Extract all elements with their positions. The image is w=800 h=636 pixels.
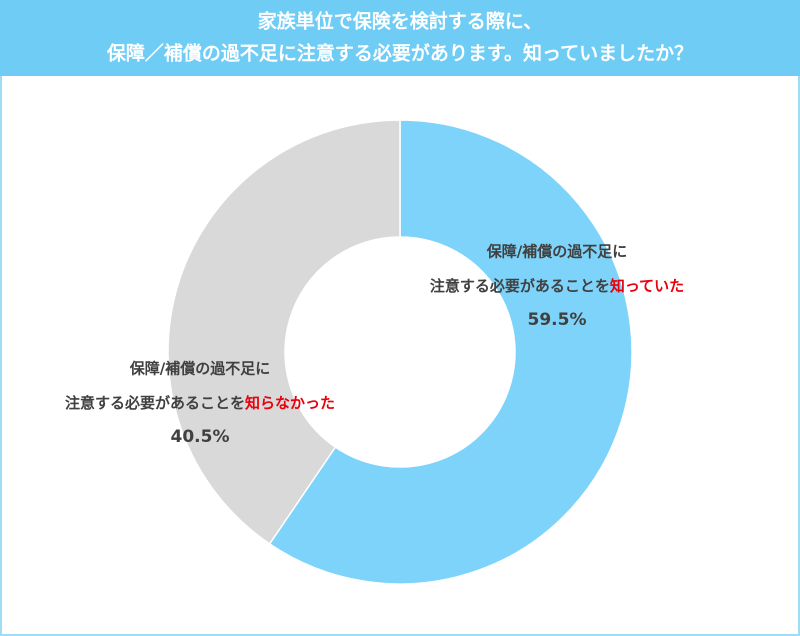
value-label: 59.5% xyxy=(528,310,587,330)
segment-label-highlight: 知らなかった xyxy=(245,394,335,412)
donut-segment xyxy=(268,119,633,585)
value-label: 40.5% xyxy=(171,427,230,447)
segment-label: 注意する必要があることを知っていた xyxy=(430,277,684,295)
segment-label: 注意する必要があることを知らなかった xyxy=(65,394,335,412)
header-band xyxy=(0,0,800,76)
segment-label-text: 注意する必要があることを xyxy=(65,394,245,412)
segment-label-highlight: 知っていた xyxy=(610,277,684,295)
chart-title: 保障／補償の過不足に注意する必要があります。知っていましたか？ xyxy=(106,42,693,65)
donut-segment xyxy=(167,119,401,545)
chart-title: 家族単位で保険を検討する際に、 xyxy=(258,10,542,33)
segment-label-text: 注意する必要があることを xyxy=(430,277,610,295)
segment-label: 保障/補償の過不足に xyxy=(486,243,627,261)
segment-label: 保障/補償の過不足に xyxy=(129,360,270,378)
